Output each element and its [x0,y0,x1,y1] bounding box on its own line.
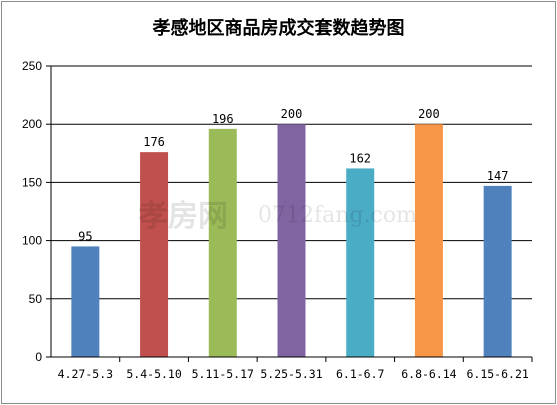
data-label: 147 [487,169,509,183]
x-tick-label: 5.4-5.10 [126,367,181,381]
data-label: 200 [418,107,440,121]
data-labels: 95 176 196 200 162 200 147 [78,107,508,243]
x-tick-label: 6.8-6.14 [401,367,456,381]
bars [71,124,512,357]
bar [208,128,237,357]
data-label: 196 [212,112,234,126]
bar [140,152,169,357]
x-tick-label: 6.15-6.21 [466,367,528,381]
data-label: 200 [281,107,303,121]
data-label: 95 [78,229,92,243]
x-tick-label: 6.1-6.7 [336,367,385,381]
bar [71,246,100,357]
x-tick-labels: 4.27-5.3 5.4-5.10 5.11-5.17 5.25-5.31 6.1-6.… [58,367,529,381]
y-tick-label: 200 [22,117,42,131]
data-label: 176 [143,135,165,149]
bar [277,124,306,357]
y-tick-label: 0 [35,350,42,364]
watermark-site: 0712fang.com [258,203,417,228]
x-tick-label: 5.11-5.17 [192,367,254,381]
y-tick-label: 50 [29,292,43,306]
watermark: 孝房网 0712fang.com [138,199,417,234]
y-tick-label: 150 [22,175,42,189]
axes [50,66,533,362]
y-tick-labels: 0 50 100 150 200 250 [22,59,42,364]
bar [414,124,443,357]
watermark-brand: 孝房网 [138,199,228,234]
y-tick-label: 100 [22,234,42,248]
bar [483,185,512,357]
bar [346,168,375,357]
x-tick-label: 4.27-5.3 [58,367,113,381]
y-tick-label: 250 [22,59,42,73]
chart-title: 孝感地区商品房成交套数趋势图 [152,18,405,39]
x-tick-label: 5.25-5.31 [260,367,322,381]
data-label: 162 [349,151,371,165]
